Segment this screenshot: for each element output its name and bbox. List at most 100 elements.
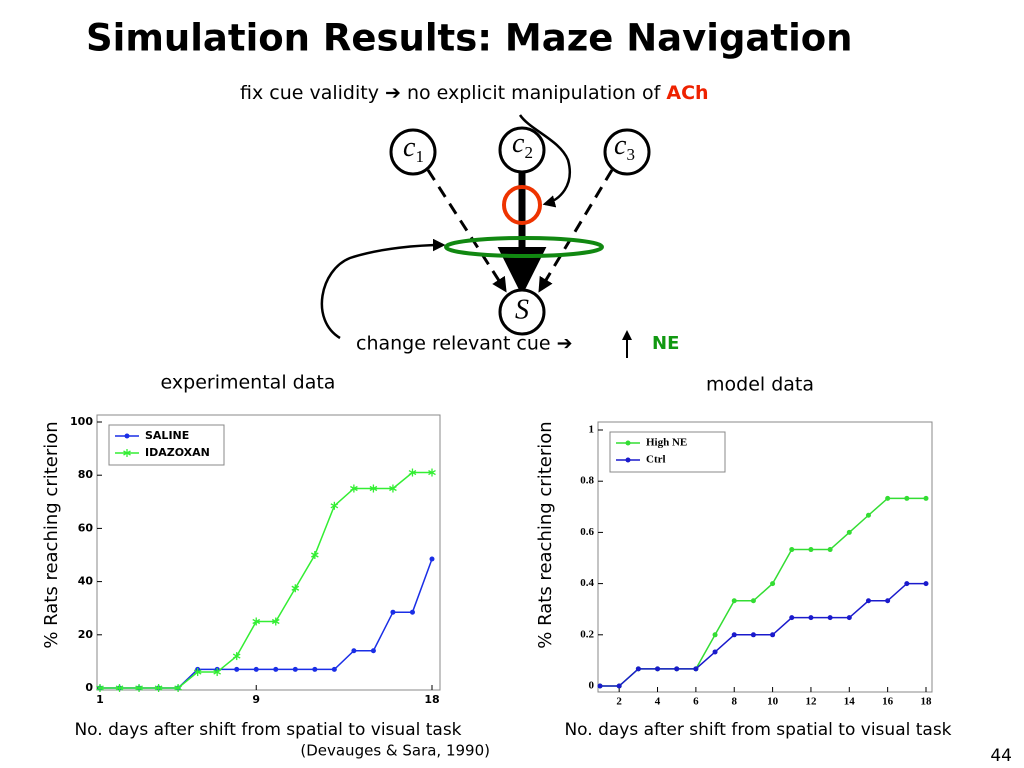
legend-label: SALINE xyxy=(145,429,189,442)
marker-stroke xyxy=(123,450,131,456)
marker xyxy=(369,484,378,493)
x-tick-label: 16 xyxy=(882,696,894,708)
edge xyxy=(538,169,614,293)
marker xyxy=(193,668,202,677)
marker xyxy=(135,684,143,692)
subtitle-highlight: ACh xyxy=(666,82,708,104)
marker xyxy=(731,632,737,638)
marker xyxy=(232,652,241,661)
series-line xyxy=(100,471,432,689)
marker xyxy=(904,581,910,587)
x-tick-label: 2 xyxy=(616,696,622,708)
marker xyxy=(770,581,776,587)
curved-arrow xyxy=(320,238,446,340)
chart-title: model data xyxy=(706,374,814,396)
caption-highlight: NE xyxy=(652,333,679,354)
series-line xyxy=(600,497,926,687)
series-line xyxy=(100,558,433,689)
node-subscript: 2 xyxy=(524,143,533,162)
marker-stroke xyxy=(135,685,143,691)
node-label: c1 xyxy=(403,132,424,165)
marker xyxy=(292,666,298,672)
marker xyxy=(271,617,280,626)
legend-label: IDAZOXAN xyxy=(145,446,210,459)
marker xyxy=(330,501,339,510)
marker-stroke xyxy=(389,485,397,492)
subtitle: fix cue validity ➔ no explicit manipulat… xyxy=(240,82,709,104)
marker xyxy=(731,598,737,604)
diagram xyxy=(320,114,651,358)
marker xyxy=(291,584,300,593)
marker xyxy=(789,547,795,553)
marker xyxy=(865,512,871,518)
marker xyxy=(390,609,396,615)
node-subscript: 1 xyxy=(415,147,424,166)
series-line xyxy=(600,582,926,687)
marker-stroke xyxy=(252,618,261,625)
x-axis-label: No. days after shift from spatial to vis… xyxy=(564,720,951,740)
marker xyxy=(770,632,776,638)
caption: change relevant cue ➔ xyxy=(356,333,573,355)
marker-stroke xyxy=(193,669,202,675)
marker xyxy=(174,684,182,692)
marker-stroke xyxy=(213,669,221,675)
y-tick-label: 100 xyxy=(70,415,93,428)
node-label: S xyxy=(515,294,529,325)
ach-circle xyxy=(502,185,542,225)
marker xyxy=(827,547,833,553)
x-tick-label: 18 xyxy=(424,693,439,706)
y-axis-label: % Rats reaching criterion xyxy=(41,421,62,648)
marker xyxy=(370,648,376,654)
marker xyxy=(597,683,603,689)
legend-box xyxy=(108,424,225,466)
x-tick-label: 12 xyxy=(805,696,817,708)
marker xyxy=(712,649,718,655)
legend-label: High NE xyxy=(646,437,687,449)
marker-stroke xyxy=(232,653,241,659)
x-tick-label: 18 xyxy=(921,696,933,708)
node-subscript: 3 xyxy=(626,145,635,164)
y-axis-label: % Rats reaching criterion xyxy=(535,421,556,648)
marker-stroke xyxy=(96,685,104,691)
marker xyxy=(154,684,163,692)
y-tick-label: 0.2 xyxy=(580,628,594,640)
marker xyxy=(234,666,240,672)
marker xyxy=(846,615,852,621)
page-number: 44 xyxy=(990,746,1012,766)
node xyxy=(389,128,437,176)
marker xyxy=(885,495,891,501)
marker xyxy=(616,683,622,689)
marker xyxy=(312,666,318,672)
y-tick-label: 40 xyxy=(78,575,94,588)
marker-stroke xyxy=(291,585,300,591)
y-tick-label: 0.8 xyxy=(580,475,594,487)
marker xyxy=(409,609,415,615)
marker xyxy=(750,632,756,638)
x-tick-label: 6 xyxy=(693,696,699,708)
marker xyxy=(923,495,929,501)
x-tick-label: 1 xyxy=(96,693,104,706)
node-symbol: c xyxy=(512,128,525,159)
plot-frame xyxy=(597,421,933,693)
node-label: c3 xyxy=(614,130,635,163)
marker xyxy=(96,684,104,692)
x-tick-label: 8 xyxy=(731,696,737,708)
marker xyxy=(789,615,795,621)
marker xyxy=(635,666,641,672)
y-tick-label: 1 xyxy=(589,424,595,436)
marker xyxy=(674,666,680,672)
marker-stroke xyxy=(350,485,358,492)
marker xyxy=(124,433,130,439)
marker-stroke xyxy=(369,485,378,492)
marker-stroke xyxy=(154,685,163,691)
y-tick-label: 80 xyxy=(78,468,94,481)
marker xyxy=(827,615,833,621)
marker-stroke xyxy=(271,618,280,625)
marker xyxy=(350,484,358,493)
marker xyxy=(351,648,357,654)
node-symbol: c xyxy=(403,132,416,163)
y-tick-label: 0.6 xyxy=(580,526,594,538)
marker xyxy=(331,666,337,672)
marker xyxy=(808,547,814,553)
